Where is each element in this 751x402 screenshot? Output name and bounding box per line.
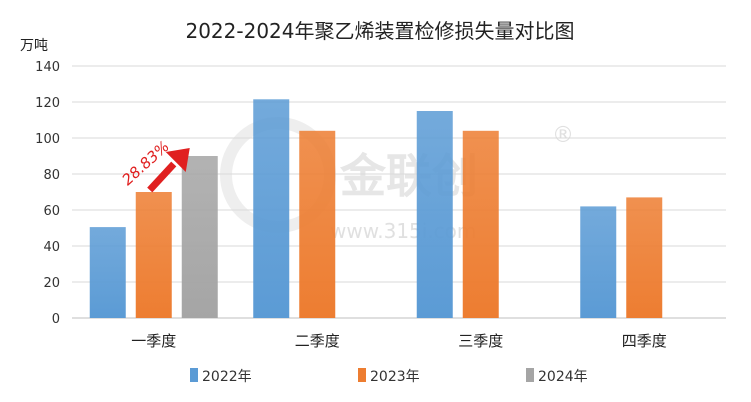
annotation-label: 28.83% [118, 137, 173, 189]
y-axis-unit: 万吨 [20, 38, 48, 54]
y-tick-label: 80 [43, 168, 60, 183]
bar [89, 227, 126, 318]
legend-label: 2024年 [538, 369, 588, 385]
bar [181, 156, 218, 318]
bar [135, 192, 172, 318]
x-tick-label: 二季度 [295, 332, 340, 350]
annotation-arrow-shaft [147, 161, 177, 193]
legend-swatch [190, 368, 198, 382]
bar [626, 197, 663, 318]
bar [462, 130, 499, 318]
x-tick-label: 三季度 [458, 332, 503, 350]
y-axis-ticks: 0 20 40 60 80 100 120 140 [35, 60, 60, 327]
legend: 2022年 2023年 2024年 [190, 368, 588, 385]
y-tick-label: 140 [35, 60, 60, 75]
y-tick-label: 0 [52, 312, 60, 327]
x-axis-labels: 一季度 二季度 三季度 四季度 [131, 332, 667, 350]
y-tick-label: 40 [43, 240, 60, 255]
bar [416, 111, 453, 318]
bar [299, 130, 336, 318]
legend-label: 2022年 [202, 369, 252, 385]
y-tick-label: 60 [43, 204, 60, 219]
watermark-url: www.315i.com [330, 219, 476, 243]
x-tick-label: 一季度 [131, 332, 176, 350]
x-tick-label: 四季度 [622, 332, 667, 350]
legend-swatch [358, 368, 366, 382]
annotation: 28.83% [118, 137, 190, 193]
bar [253, 99, 290, 318]
y-tick-label: 20 [43, 276, 60, 291]
y-tick-label: 120 [35, 96, 60, 111]
watermark-registered-mark: ® [552, 123, 574, 148]
bar [580, 206, 617, 318]
legend-label: 2023年 [370, 369, 420, 385]
annotation-arrow-head [165, 148, 190, 172]
chart-title: 2022-2024年聚乙烯装置检修损失量对比图 [185, 19, 574, 43]
gridlines [72, 65, 726, 319]
legend-swatch [526, 368, 534, 382]
y-tick-label: 100 [35, 132, 60, 147]
watermark-brand: 金联创 [339, 149, 478, 203]
bars [89, 99, 663, 318]
